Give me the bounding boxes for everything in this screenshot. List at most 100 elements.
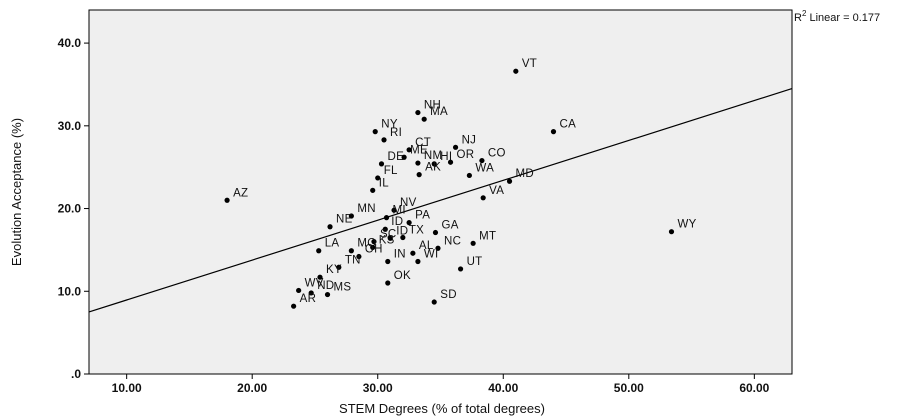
data-point (479, 157, 485, 164)
y-axis: .0 10.0 20.0 30.0 40.0 (58, 36, 89, 381)
y-tick-label: 40.0 (58, 36, 82, 50)
data-point-label: AR (300, 293, 317, 305)
data-point-label: AZ (233, 187, 248, 199)
data-point-label: MA (430, 106, 448, 118)
data-point (470, 240, 476, 246)
data-point (296, 287, 302, 294)
data-point-label: NV (400, 197, 417, 209)
data-point-label: TX (409, 225, 424, 237)
r-squared-value: Linear = 0.177 (806, 12, 880, 24)
data-point-label: TN (345, 254, 361, 266)
r-squared-prefix: R (794, 12, 802, 24)
data-point-label: MS (334, 282, 352, 294)
data-point (348, 248, 354, 254)
data-point-label: MT (479, 230, 496, 242)
data-point (401, 154, 407, 160)
data-point (385, 258, 391, 265)
data-point-label: ME (410, 144, 428, 156)
data-point-label: NC (444, 235, 461, 247)
data-point (308, 290, 314, 296)
y-tick-label: 30.0 (58, 119, 82, 133)
data-point-label: NE (336, 214, 353, 226)
data-point (381, 137, 387, 143)
data-point (371, 239, 377, 245)
data-point (406, 220, 412, 226)
data-point-label: WA (475, 162, 494, 174)
y-axis-title: Evolution Acceptance (%) (9, 118, 24, 266)
data-point-label: OH (365, 244, 383, 256)
data-point (387, 235, 393, 241)
data-point (370, 244, 376, 251)
data-point (375, 175, 381, 181)
data-point (324, 291, 331, 298)
data-point-label: SD (440, 289, 457, 301)
data-point (415, 160, 421, 166)
y-tick-label: 10.0 (58, 284, 82, 298)
data-point-label: WY (677, 219, 696, 231)
x-tick-label: 50.00 (614, 381, 644, 395)
data-point-label: ID (391, 216, 403, 228)
data-point-label: DE (387, 151, 404, 163)
data-point (372, 129, 378, 135)
data-point (550, 129, 557, 135)
x-tick-label: 20.00 (237, 381, 267, 395)
data-point-label: PA (415, 210, 430, 222)
data-point (385, 280, 391, 286)
data-point (457, 266, 464, 272)
data-point-label: IL (379, 177, 389, 189)
x-axis-title: STEM Degrees (% of total degrees) (339, 401, 545, 416)
data-point-label: AK (425, 162, 441, 174)
data-point-label: WI (424, 248, 439, 260)
data-point (382, 226, 388, 232)
data-point-label: VT (522, 58, 537, 70)
data-point-label: OR (457, 149, 475, 161)
data-point-label: VA (489, 185, 504, 197)
data-point (224, 197, 230, 203)
data-point-label: ID (396, 225, 408, 237)
data-point (513, 68, 519, 74)
data-point (432, 229, 439, 236)
data-point-label: NH (424, 100, 441, 112)
data-point (370, 187, 376, 193)
y-tick-label: .0 (71, 367, 81, 381)
data-point (327, 224, 333, 230)
data-point (410, 250, 416, 256)
data-point (291, 303, 297, 309)
data-point-label: KY (326, 264, 342, 276)
regression-line (88, 88, 793, 313)
data-point-label: CO (488, 148, 506, 160)
r-squared-superscript: 2 (802, 9, 807, 18)
data-point-label: MI (393, 205, 406, 217)
x-tick-label: 60.00 (739, 381, 769, 395)
data-point (431, 161, 437, 167)
data-point (480, 195, 486, 201)
data-point (316, 248, 322, 254)
x-tick-label: 10.00 (112, 381, 142, 395)
data-point-label: ND (317, 280, 334, 292)
data-point (431, 299, 437, 305)
data-point (447, 159, 454, 165)
data-point (416, 172, 422, 178)
x-tick-label: 40.00 (488, 381, 518, 395)
data-point-label: OK (394, 270, 411, 282)
data-point-label: CA (559, 119, 576, 131)
data-point (415, 109, 421, 116)
data-point (336, 264, 342, 270)
plot-area-background (88, 9, 793, 375)
data-point (348, 213, 354, 219)
data-point-label: LA (325, 238, 340, 250)
data-point-label: WV (305, 277, 324, 289)
data-point-label: NJ (462, 134, 477, 146)
data-point-label: CT (415, 137, 431, 149)
data-point-label: UT (467, 256, 483, 268)
data-point-label: HI (440, 151, 452, 163)
data-point-label: NM (424, 150, 443, 162)
data-point (400, 234, 406, 241)
data-point (317, 274, 323, 280)
data-point (466, 172, 472, 179)
data-point-label: MD (516, 168, 535, 180)
data-point-label: AL (419, 240, 434, 252)
fit-line-group (88, 88, 793, 313)
